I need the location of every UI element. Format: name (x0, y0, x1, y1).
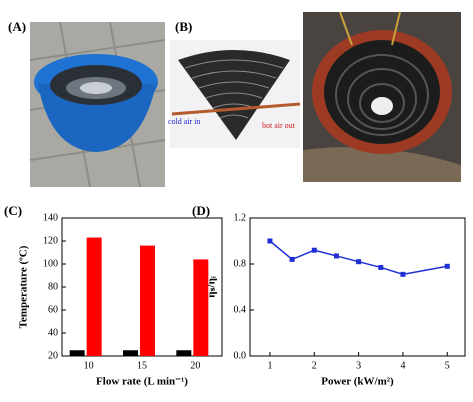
x-tick-label: 20 (190, 360, 200, 371)
bar (176, 350, 192, 356)
data-point (356, 259, 362, 265)
photo-label: cold air in (168, 117, 200, 126)
x-tick-label: 2 (312, 360, 317, 371)
x-axis-label: Flow rate (L min⁻¹) (96, 376, 188, 388)
y-tick-label: 100 (43, 258, 58, 269)
panel-label: (C) (4, 203, 22, 218)
x-tick-label: 4 (400, 360, 405, 371)
data-point (289, 256, 295, 262)
y-tick-label: 20 (48, 350, 58, 361)
y-tick-label: 80 (48, 281, 58, 292)
y-tick-label: 0.8 (234, 258, 247, 269)
y-tick-label: 40 (48, 327, 58, 338)
data-point (333, 253, 339, 259)
data-point (444, 263, 450, 269)
x-tick-label: 3 (356, 360, 361, 371)
photo-a (29, 21, 166, 188)
y-tick-label: 0.4 (234, 304, 247, 315)
y-tick-label: 1.2 (234, 212, 247, 223)
y-axis-label: ηₛ/ηᵢ (206, 276, 218, 298)
photo-c (303, 11, 461, 182)
data-point (400, 271, 406, 277)
photo-b: cold air in hot air out (168, 40, 301, 148)
data-line (269, 240, 448, 276)
x-tick-label: 10 (84, 360, 94, 371)
data-point (267, 238, 273, 244)
x-tick-label: 15 (137, 360, 147, 371)
bar (123, 350, 138, 356)
x-tick-label: 5 (445, 360, 450, 371)
plot-frame (249, 217, 466, 357)
bar (140, 245, 155, 356)
photo-label: hot air out (262, 121, 296, 130)
x-tick-label: 1 (267, 360, 272, 371)
panel-label: (D) (192, 203, 210, 218)
y-tick-label: 0.0 (234, 350, 247, 361)
y-tick-label: 60 (48, 304, 58, 315)
bar (69, 350, 85, 356)
y-tick-label: 120 (43, 235, 58, 246)
y-tick-label: 140 (43, 212, 58, 223)
panel-label: (B) (175, 19, 192, 34)
bar (193, 259, 209, 356)
data-point (311, 247, 317, 253)
bar (86, 237, 102, 356)
x-axis-label: Power (kW/m²) (321, 376, 394, 388)
panel-label: (A) (8, 19, 26, 34)
y-axis-label: Temperature (ºC) (18, 245, 30, 328)
data-point (378, 264, 384, 270)
